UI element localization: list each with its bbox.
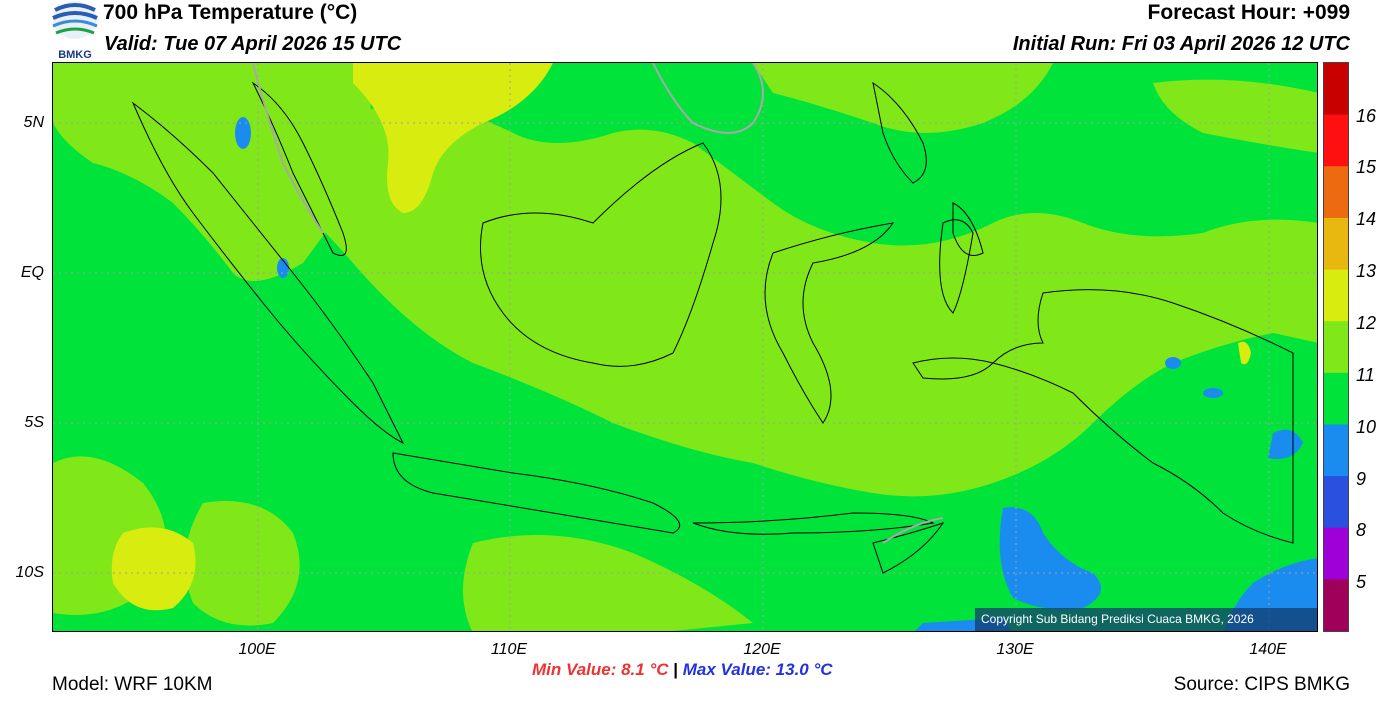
colorbar-swatch [1324,579,1348,632]
lon-label-140e: 140E [1249,641,1287,658]
initial-run: Initial Run: Fri 03 April 2026 12 UTC [1012,33,1350,55]
bmkg-logo: BMKG [50,0,100,62]
colorbar-label-16: 16 [1356,106,1377,126]
chart-title: 700 hPa Temperature (°C) [103,1,358,24]
colorbar-swatch [1324,476,1348,529]
temperature-map [53,63,1317,631]
min-value: Min Value: 8.1 °C [532,660,669,679]
colorbar-swatch [1324,114,1348,167]
colorbar [1323,62,1349,632]
lat-label-eq: EQ [20,264,44,281]
colorbar-label-14: 14 [1356,209,1377,229]
country-borders [252,63,944,544]
lat-label-10s: 10S [15,564,44,581]
data-source: Source: CIPS BMKG [1173,674,1350,695]
colorbar-swatch [1324,217,1348,271]
colorbar-swatch [1324,527,1348,580]
temp-12-13-regions [111,63,1251,611]
max-value: Max Value: 13.0 °C [682,660,833,679]
colorbar-label-11: 11 [1356,365,1375,385]
colorbar-label-15: 15 [1356,157,1377,177]
colorbar-swatch [1324,424,1348,477]
model-name: Model: WRF 10KM [52,674,213,695]
colorbar-label-10: 10 [1356,417,1377,437]
colorbar-swatches [1324,63,1348,632]
valid-time: Valid: Tue 07 April 2026 15 UTC [104,33,402,55]
gridlines [53,63,1317,631]
min-max-values: Min Value: 8.1 °C | Max Value: 13.0 °C [532,660,833,680]
value-separator: | [673,660,679,679]
colorbar-label-12: 12 [1356,313,1377,333]
colorbar-label-9: 9 [1356,469,1367,489]
colorbar-swatch [1324,321,1348,374]
colorbar-label-8: 8 [1356,520,1367,540]
colorbar-label-13: 13 [1356,261,1377,281]
colorbar-swatch [1324,63,1348,116]
colorbar-swatch [1324,372,1348,425]
lat-label-5s: 5S [24,414,44,431]
colorbar-swatch [1324,269,1348,322]
lon-label-130e: 130E [996,641,1034,658]
logo-text: BMKG [58,49,92,61]
colorbar-label-5: 5 [1356,572,1367,592]
coastlines [131,81,1294,574]
lat-label-5n: 5N [23,114,44,131]
lon-label-100e: 100E [238,641,276,658]
map-panel [52,62,1318,632]
lon-label-120e: 120E [743,641,781,658]
forecast-hour: Forecast Hour: +099 [1147,1,1351,24]
colorbar-swatch [1324,166,1348,219]
copyright-notice: Copyright Sub Bidang Prediksi Cuaca BMKG… [975,608,1317,631]
lon-label-110e: 110E [490,641,528,658]
